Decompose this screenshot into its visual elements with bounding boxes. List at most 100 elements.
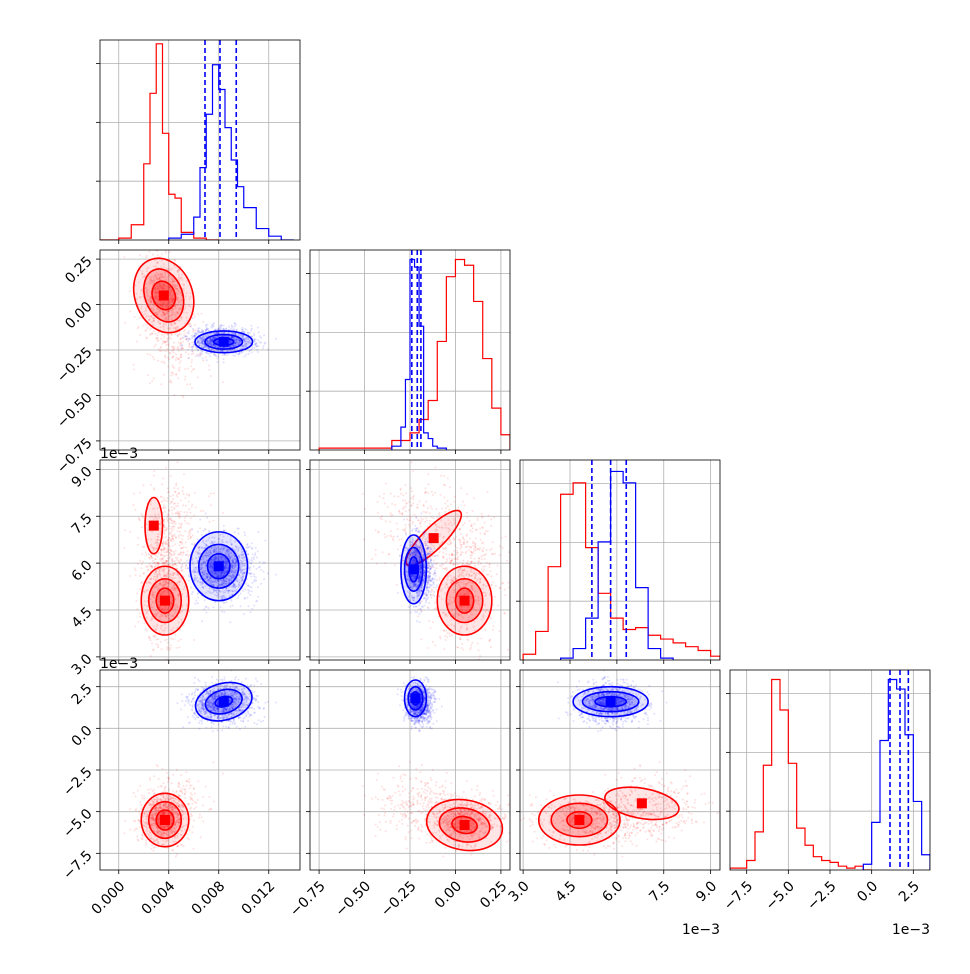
scatter-point	[192, 535, 194, 537]
scatter-point	[176, 559, 178, 561]
scatter-point	[180, 354, 182, 356]
scatter-point	[175, 354, 177, 356]
scatter-point	[462, 649, 464, 651]
scatter-point	[450, 503, 452, 505]
scatter-point	[161, 253, 163, 255]
y-tick-label: 3.0	[69, 651, 96, 678]
density-peak	[214, 561, 224, 571]
scatter-point	[189, 279, 191, 281]
scatter-point	[238, 532, 240, 534]
scatter-point	[454, 538, 456, 540]
scatter-point	[148, 565, 150, 567]
scatter-point	[490, 646, 492, 648]
scatter-point	[254, 554, 256, 556]
scatter-point	[248, 590, 250, 592]
scatter-point	[135, 574, 137, 576]
scatter-point	[251, 351, 253, 353]
scatter-point	[487, 530, 489, 532]
scatter-point	[151, 566, 153, 568]
scatter-point	[171, 530, 173, 532]
scatter-point	[248, 605, 250, 607]
scatter-point	[162, 340, 164, 342]
scatter-point	[225, 327, 227, 329]
scatter-point	[139, 334, 141, 336]
scatter-point	[175, 373, 177, 375]
scatter-point	[242, 329, 244, 331]
scatter-point	[462, 501, 464, 503]
scatter-point	[173, 487, 175, 489]
scatter-point	[223, 525, 225, 527]
scatter-point	[183, 546, 185, 548]
scatter-point	[199, 331, 201, 333]
scatter-point	[436, 579, 438, 581]
scatter-point	[167, 491, 169, 493]
scatter-point	[161, 483, 163, 485]
scatter-point	[212, 324, 214, 326]
scatter-point	[230, 327, 232, 329]
scatter-point	[164, 529, 166, 531]
scatter-point	[250, 576, 252, 578]
scatter-point	[182, 348, 184, 350]
scatter-point	[172, 494, 174, 496]
scatter-point	[495, 585, 497, 587]
scatter-point	[498, 630, 500, 632]
scatter-point	[184, 520, 186, 522]
scatter-point	[417, 615, 419, 617]
scatter-point	[197, 531, 199, 533]
scatter-point	[157, 337, 159, 339]
scatter-point	[154, 333, 156, 335]
scatter-point	[161, 343, 163, 345]
scatter-point	[249, 332, 251, 334]
scatter-point	[194, 492, 196, 494]
scatter-point	[175, 359, 177, 361]
scatter-point	[257, 586, 259, 588]
scatter-point	[194, 603, 196, 605]
scatter-point	[247, 547, 249, 549]
scatter-point	[180, 356, 182, 358]
scatter-point	[188, 523, 190, 525]
scatter-point	[448, 509, 450, 511]
scatter-point	[191, 337, 193, 339]
scatter-point	[147, 327, 149, 329]
scatter-point	[173, 394, 175, 396]
scatter-point	[175, 523, 177, 525]
scatter-point	[188, 332, 190, 334]
scatter-point	[185, 564, 187, 566]
scatter-point	[135, 600, 137, 602]
scatter-point	[213, 492, 215, 494]
scatter-point	[462, 663, 464, 665]
scatter-point	[185, 514, 187, 516]
scatter-point	[164, 511, 166, 513]
scatter-point	[472, 510, 474, 512]
scatter-point	[188, 330, 190, 332]
scatter-point	[190, 517, 192, 519]
y-tick-label: 7.5	[69, 511, 96, 538]
scatter-point	[163, 552, 165, 554]
scatter-point	[180, 527, 182, 529]
scatter-point	[169, 352, 171, 354]
scatter-point	[166, 639, 168, 641]
scatter-point	[176, 572, 178, 574]
scatter-point	[168, 345, 170, 347]
scatter-point	[185, 554, 187, 556]
scatter-point	[177, 341, 179, 343]
scatter-point	[214, 354, 216, 356]
scatter-point	[449, 557, 451, 559]
scatter-point	[180, 534, 182, 536]
scatter-point	[443, 648, 445, 650]
scatter-point	[163, 497, 165, 499]
scatter-point	[179, 514, 181, 516]
scatter-point	[263, 571, 265, 573]
scatter-point	[259, 566, 261, 568]
scatter-point	[163, 562, 165, 564]
scatter-point	[240, 592, 242, 594]
scatter-point	[470, 557, 472, 559]
scatter-point	[154, 558, 156, 560]
scatter-point	[446, 542, 448, 544]
scatter-point	[163, 531, 165, 533]
scatter-point	[193, 344, 195, 346]
scatter-point	[171, 522, 173, 524]
scatter-point	[253, 573, 255, 575]
scatter-point	[189, 323, 191, 325]
scatter-point	[169, 379, 171, 381]
